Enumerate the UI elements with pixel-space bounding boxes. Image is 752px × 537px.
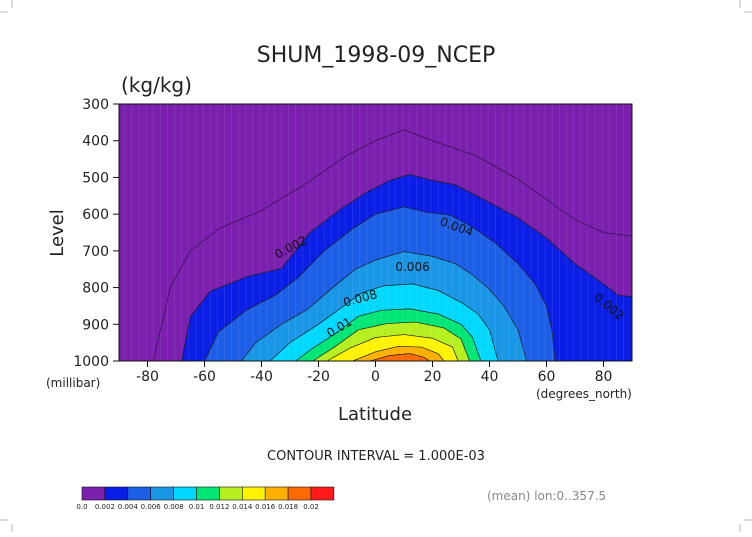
contour-line-0.001 — [152, 129, 632, 361]
colorbar-swatch-6 — [219, 486, 243, 501]
x-tick-label--80: -80 — [136, 369, 159, 385]
colorbar-swatch-10 — [310, 486, 335, 501]
colorbar-label-9: 0.018 — [278, 503, 298, 511]
colorbar-label-3: 0.006 — [141, 503, 162, 511]
x-tick-label-20: 20 — [424, 369, 442, 385]
colorbar-swatch-5 — [196, 486, 220, 501]
grid-streaks — [124, 104, 624, 361]
y-tick-label-800: 800 — [82, 281, 109, 297]
x-tick-label--20: -20 — [307, 369, 330, 385]
colorbar-label-0: 0.0 — [76, 503, 87, 511]
x-tick-label-0: 0 — [371, 369, 380, 385]
colorbar-label-8: 0.016 — [255, 503, 276, 511]
colorbar-swatch-1 — [104, 486, 129, 501]
x-unit-label: (degrees_north) — [536, 387, 632, 401]
colorbar-swatch-9 — [287, 486, 312, 501]
contour-label-2: 0.006 — [395, 260, 429, 274]
x-tick-label--60: -60 — [193, 369, 216, 385]
y-tick-label-1000: 1000 — [73, 354, 109, 370]
colorbar-swatch-0 — [81, 486, 106, 501]
colorbar-label-2: 0.004 — [118, 503, 139, 511]
colorbar-label-4: 0.008 — [164, 503, 184, 511]
x-tick-label--40: -40 — [250, 369, 273, 385]
footnote: (mean) lon:0..357.5 — [487, 489, 606, 503]
colorbar-swatch-4 — [173, 486, 197, 501]
y-tick-label-900: 900 — [82, 317, 109, 333]
contour-interval-text: CONTOUR INTERVAL = 1.000E-03 — [267, 449, 485, 464]
y-tick-label-600: 600 — [82, 207, 109, 223]
colorbar-label-10: 0.02 — [303, 503, 319, 511]
colorbar-swatch-8 — [264, 486, 289, 501]
colorbar-swatch-7 — [242, 486, 266, 501]
colorbar-label-1: 0.002 — [95, 503, 115, 511]
y-tick-label-700: 700 — [82, 244, 109, 260]
x-tick-label-60: 60 — [538, 369, 556, 385]
y-tick-label-300: 300 — [82, 97, 109, 113]
x-axis: -80 -60 -40 -20 0 20 40 60 80 — [136, 361, 612, 385]
colorbar-label-5: 0.01 — [189, 503, 205, 511]
colorbar-swatch-2 — [127, 486, 152, 501]
colorbar: 0.0 0.002 0.004 0.006 0.008 0.01 0.012 0.014 0.0… — [76, 486, 335, 511]
colorbar-label-6: 0.012 — [209, 503, 229, 511]
y-axis-title: Level — [47, 209, 68, 257]
y-tick-label-500: 500 — [82, 170, 109, 186]
y-unit-label: (millibar) — [46, 376, 100, 390]
chart-title: SHUM_1998-09_NCEP — [257, 43, 496, 68]
x-tick-label-40: 40 — [481, 369, 499, 385]
x-axis-title: Latitude — [338, 404, 412, 425]
y-axis: 300 400 500 600 700 800 900 1000 — [73, 97, 119, 370]
colorbar-label-7: 0.014 — [232, 503, 253, 511]
y-tick-label-400: 400 — [82, 134, 109, 150]
x-tick-label-80: 80 — [595, 369, 613, 385]
colorbar-swatch-3 — [150, 486, 174, 501]
units-label: (kg/kg) — [121, 73, 192, 97]
contour-band-0.018 — [369, 353, 430, 361]
